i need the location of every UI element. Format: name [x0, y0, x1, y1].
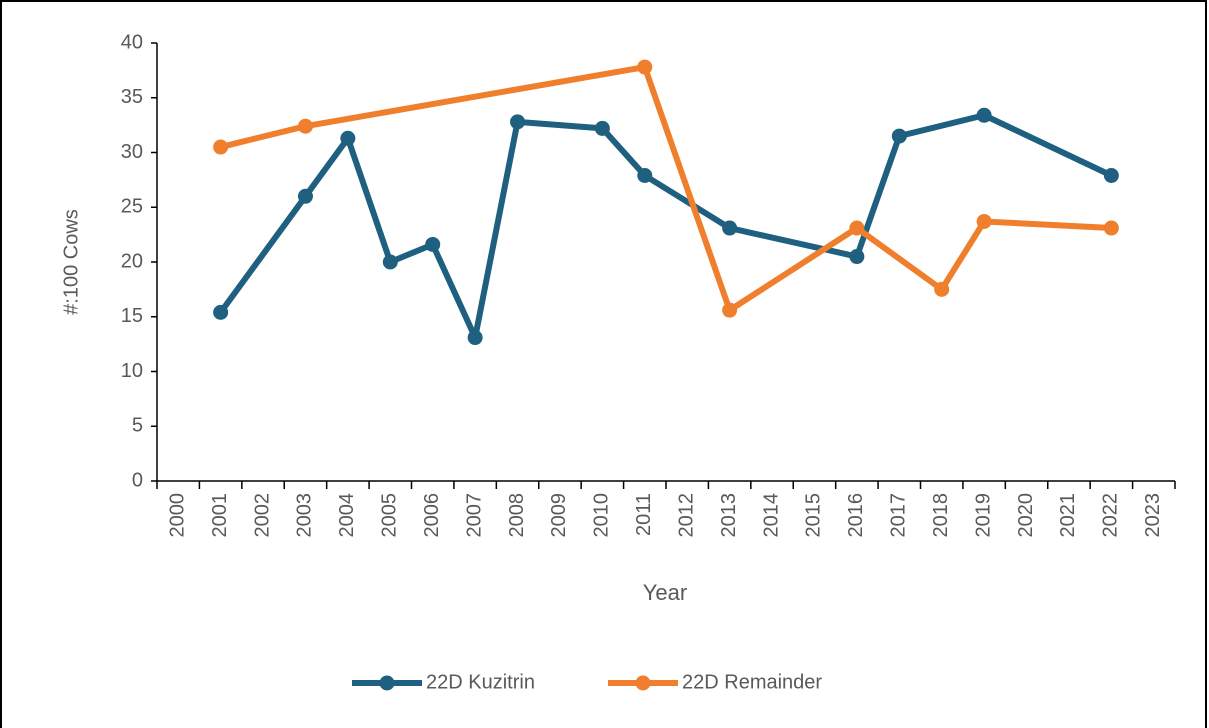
y-tick-label: 35 [121, 86, 143, 108]
data-point [340, 130, 356, 146]
y-tick-label: 40 [121, 31, 143, 53]
data-point [934, 281, 950, 297]
legend-marker [635, 675, 651, 691]
x-tick-label: 2022 [1100, 493, 1122, 538]
x-tick-label: 2012 [675, 493, 697, 538]
x-tick-label: 2009 [548, 493, 570, 538]
x-tick-label: 2017 [888, 493, 910, 538]
x-tick-label: 2006 [421, 493, 443, 538]
data-point [510, 114, 526, 130]
x-tick-label: 2018 [930, 493, 952, 538]
x-tick-label: 2007 [463, 493, 485, 538]
data-point [976, 107, 992, 123]
x-tick-label: 2013 [718, 493, 740, 538]
y-tick-label: 15 [121, 305, 143, 327]
x-tick-label: 2010 [591, 493, 613, 538]
y-tick-label: 25 [121, 196, 143, 218]
x-tick-label: 2011 [633, 493, 655, 536]
y-tick-label: 20 [121, 250, 143, 272]
x-axis-label: Year [643, 580, 687, 605]
data-point [849, 220, 865, 236]
y-axis-label: #:100 Cows [60, 209, 82, 315]
legend-label: 22D Remainder [682, 671, 822, 693]
data-point [1103, 167, 1119, 183]
data-point [467, 330, 483, 346]
x-tick-label: 2001 [209, 493, 231, 538]
x-tick-label: 2000 [166, 493, 188, 538]
x-tick-label: 2023 [1142, 493, 1164, 538]
data-point [297, 118, 313, 134]
y-tick-label: 5 [132, 415, 143, 437]
data-point [213, 304, 229, 320]
x-tick-label: 2008 [506, 493, 528, 538]
x-tick-label: 2021 [1057, 493, 1079, 538]
data-point [594, 120, 610, 136]
data-point [213, 139, 229, 155]
data-point [1103, 220, 1119, 236]
y-tick-label: 10 [121, 360, 143, 382]
data-point [297, 188, 313, 204]
data-point [722, 220, 738, 236]
series-line [218, 112, 1113, 341]
data-point [722, 302, 738, 318]
x-tick-label: 2002 [251, 493, 273, 538]
y-tick-label: 30 [121, 141, 143, 163]
x-tick-label: 2014 [760, 493, 782, 538]
x-tick-label: 2016 [845, 493, 867, 538]
data-point [849, 249, 865, 265]
data-point [976, 213, 992, 229]
series-line [219, 64, 1112, 314]
x-tick-label: 2003 [294, 493, 316, 538]
data-point [637, 59, 653, 75]
y-tick-label: 0 [132, 469, 143, 491]
x-tick-label: 2004 [336, 493, 358, 538]
x-tick-label: 2015 [803, 493, 825, 538]
x-tick-label: 2019 [972, 493, 994, 538]
data-point [637, 167, 653, 183]
x-tick-label: 2020 [1015, 493, 1037, 538]
data-point [425, 236, 441, 252]
legend-marker [379, 675, 395, 691]
data-point [382, 254, 398, 270]
legend-label: 22D Kuzitrin [426, 671, 535, 693]
x-tick-label: 2005 [379, 493, 401, 538]
data-point [891, 128, 907, 144]
